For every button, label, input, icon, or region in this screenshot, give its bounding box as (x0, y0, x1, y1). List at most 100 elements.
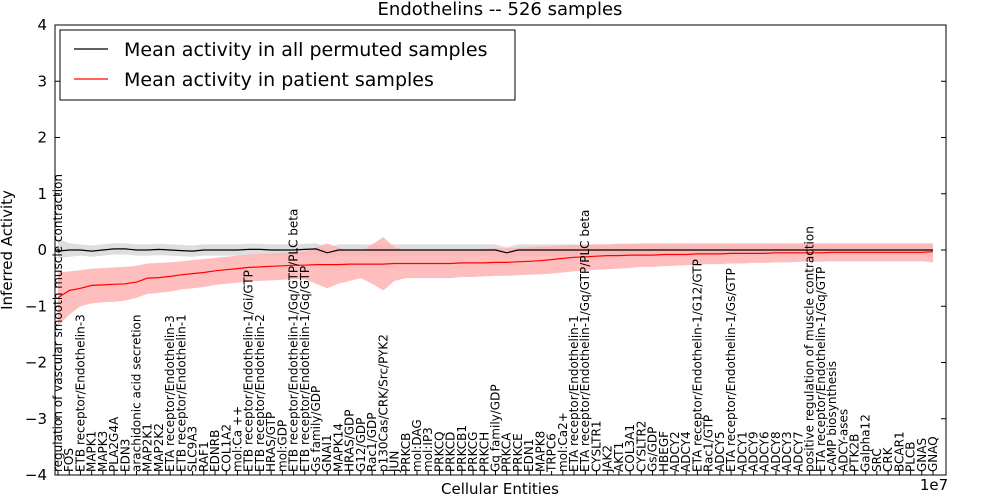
y-tick-label: 2 (37, 129, 47, 147)
category-label: Gs family/GDP (309, 386, 323, 472)
category-label: mol:Ca ++ (231, 406, 245, 472)
category-label: CRK (881, 446, 895, 472)
legend-label-patient: Mean activity in patient samples (124, 69, 434, 91)
category-label: SLC9A3 (186, 426, 200, 472)
category-label: PTK2B (848, 434, 862, 472)
category-label: EDN3 (118, 439, 132, 472)
category-label: ADCY3 (780, 431, 794, 472)
category-label: PRKCE (511, 433, 525, 472)
category-label: JUN (388, 451, 402, 473)
legend: Mean activity in all permuted samples Me… (59, 29, 516, 101)
category-label: PRKCB (399, 433, 413, 472)
category-label: AKT1 (612, 442, 626, 472)
category-label: Rac1/GTP (702, 415, 716, 472)
category-label: HBEGF (657, 431, 671, 472)
category-label: Galpha12 (859, 414, 873, 472)
category-label: ADCY8 (769, 431, 783, 472)
category-label: mol:DAG (410, 419, 424, 472)
category-label: ETA receptor/Endothelin-1 (567, 315, 581, 472)
category-label: PRKCA (500, 432, 514, 472)
category-label: HRAS/GTP (264, 412, 278, 472)
y-tick-label: 1 (37, 185, 47, 203)
category-label: SRC (870, 448, 884, 472)
category-label: MAP2K1 (141, 423, 155, 472)
category-label: MAP2K2 (152, 423, 166, 472)
category-label: G12/GDP (354, 418, 368, 472)
category-label: PRKCB1 (455, 425, 469, 472)
category-labels: regulation of vascular smooth muscle con… (51, 174, 940, 475)
y-axis-label: Inferred Activity (0, 190, 16, 310)
category-label: HRAS/GDP (343, 409, 357, 472)
category-label: ETA receptor/Endothelin-1/G12/GTP (690, 259, 704, 472)
category-label: ETA receptor/Endothelin-1/Gs/GTP (724, 268, 738, 472)
category-label: Rac1/GDP (365, 413, 379, 472)
category-label: CYSLTR2 (634, 421, 648, 472)
category-label: ADCY-ases (836, 409, 850, 472)
category-label: ADCY4 (679, 431, 693, 472)
category-label: mol:GDP (275, 420, 289, 472)
category-label: positive regulation of muscle contractio… (803, 226, 817, 472)
band-patient (58, 237, 933, 326)
category-label: EDNRB (208, 430, 222, 472)
category-label: p130Cas/CRK/Src/PYK2 (376, 334, 390, 472)
category-label: GNAI1 (320, 434, 334, 472)
x-axis-label: Cellular Entities (441, 480, 559, 498)
category-label: ADCY6 (758, 431, 772, 472)
x-offset-label: 1e7 (920, 476, 948, 494)
series-lines (57, 248, 934, 299)
category-label: COL1A2 (219, 424, 233, 472)
category-label: mol:IP3 (421, 427, 435, 472)
category-label: MAPK1 (85, 431, 99, 472)
category-label: ETA receptor/Endothelin-1/Gq/GTP/PLC bet… (578, 210, 592, 472)
y-axis-ticks: 4 3 2 1 0 −1 −2 −3 −4 (25, 16, 946, 484)
category-label: mol:Ca2+ (556, 412, 570, 472)
category-label: cAMP biosynthesis (825, 361, 839, 472)
category-label: regulation of vascular smooth muscle con… (51, 174, 65, 472)
category-label: MAPK14 (331, 423, 345, 472)
series-line-permuted (57, 248, 933, 254)
category-label: PRKCH (477, 432, 491, 472)
category-label: ADCY1 (735, 431, 749, 472)
y-tick-label: −3 (25, 410, 47, 428)
category-label: TRPC6 (545, 433, 559, 473)
category-label: PRKCQ (432, 431, 446, 472)
series-line-patient (57, 251, 934, 299)
category-label: Gs/GDP (646, 427, 660, 472)
category-label: ADCY9 (747, 431, 761, 472)
category-label: ETB receptor/Endothelin-1/Gq/GTP/PLC bet… (287, 209, 301, 472)
category-label: ETA receptor/Endothelin-3 (163, 315, 177, 472)
category-label: ETB receptor/Endothelin-1 (174, 314, 188, 472)
category-label: MAPK8 (533, 431, 547, 472)
category-label: PLCB (904, 441, 918, 472)
category-label: PRKCD (444, 432, 458, 472)
category-label: EDN1 (522, 439, 536, 472)
plot-frame (54, 24, 947, 476)
category-label: GNAQ (926, 436, 940, 472)
category-label: GNAS (915, 438, 929, 472)
chart-title: Endothelins -- 526 samples (378, 0, 623, 20)
category-label: ETB receptor/Endothelin-1/Gq/GTP (298, 266, 312, 472)
legend-label-permuted: Mean activity in all permuted samples (124, 39, 487, 61)
category-label: ADCY5 (713, 431, 727, 472)
category-label: FOS (62, 448, 76, 472)
category-label: MAPK3 (96, 431, 110, 472)
category-label: ADCY2 (668, 431, 682, 472)
y-tick-label: 4 (37, 16, 47, 34)
y-tick-label: 0 (37, 241, 47, 259)
category-label: PLA2G4A (107, 416, 121, 472)
category-label: CYSLTR1 (590, 421, 604, 472)
category-label: arachidonic acid secretion (130, 315, 144, 472)
category-label: ETA receptor/Endothelin-1/Gq/GTP (814, 267, 828, 472)
y-tick-label: 3 (37, 72, 47, 90)
category-label: ETB receptor/Endothelin-2 (253, 314, 267, 472)
category-label: ETB receptor/Endothelin-3 (73, 314, 87, 472)
category-label: COL3A1 (623, 424, 637, 472)
y-tick-label: −4 (25, 466, 47, 484)
category-label: ADCY7 (791, 431, 805, 472)
category-label: ETB receptor/Endothelin-1/Gi/GTP (242, 270, 256, 472)
category-label: Gq family/GDP (489, 384, 503, 472)
category-label: PRKCG (466, 432, 480, 472)
category-label: RAF1 (197, 441, 211, 472)
y-tick-label: −2 (25, 354, 47, 372)
